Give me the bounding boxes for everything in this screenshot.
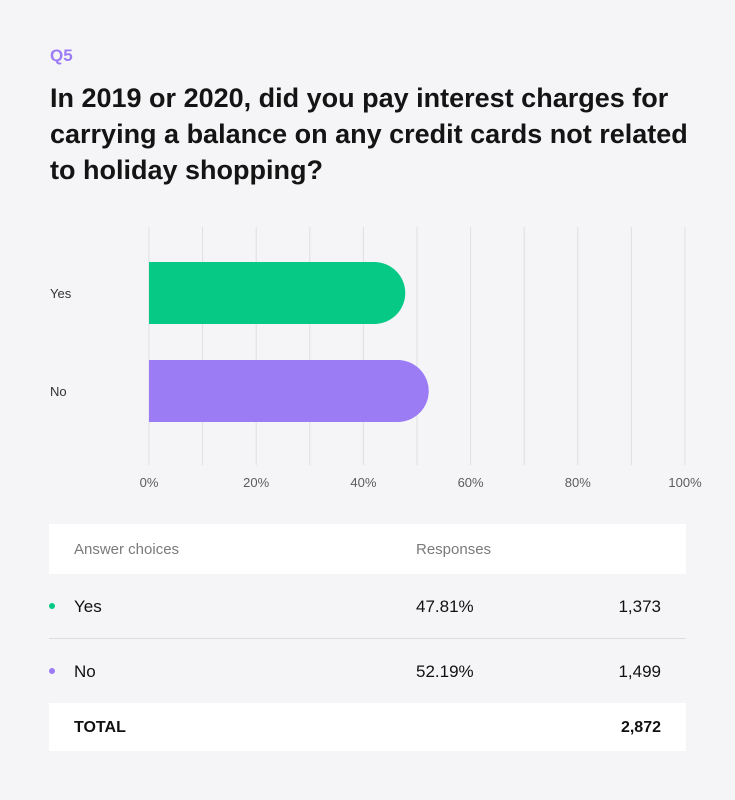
x-tick-label: 20% [243,475,269,490]
x-tick-label: 0% [140,475,159,490]
row-label: No [74,662,96,681]
x-tick-label: 60% [458,475,484,490]
total-label: TOTAL [74,719,126,736]
header-responses: Responses [416,541,492,558]
question-title: In 2019 or 2020, did you pay interest ch… [50,83,688,185]
x-tick-label: 100% [668,475,702,490]
x-tick-label: 80% [565,475,591,490]
bar-yes [149,262,406,324]
row-count: 1,373 [618,597,661,616]
chart-bars [149,262,429,422]
table-body: Yes 47.81% 1,373 No 52.19% 1,499 [49,574,686,703]
chart-category-labels: Yes No [50,286,72,399]
total-count: 2,872 [620,719,661,736]
legend-dot-yes [49,603,55,609]
row-count: 1,499 [618,662,661,681]
category-label: Yes [50,286,72,301]
bar-no [149,360,429,422]
x-tick-label: 40% [350,475,376,490]
table-row: No 52.19% 1,499 [49,638,686,703]
table-row: Yes 47.81% 1,373 [49,574,686,638]
legend-dot-no [49,668,55,674]
chart-x-tick-labels: 0% 20% 40% 60% 80% 100% [140,475,702,490]
header-answer-choices: Answer choices [74,541,180,558]
row-percent: 52.19% [416,662,474,681]
table-header: Answer choices Responses [49,524,686,574]
results-table: Answer choices Responses Yes 47.81% 1,37… [49,524,686,751]
bar-chart: Yes No 0% 20% 40% 60% 80% 100% [50,227,702,490]
category-label: No [50,384,67,399]
question-number: Q5 [50,46,73,65]
table-total-row: TOTAL 2,872 [49,703,686,751]
row-percent: 47.81% [416,597,474,616]
row-label: Yes [74,597,102,616]
